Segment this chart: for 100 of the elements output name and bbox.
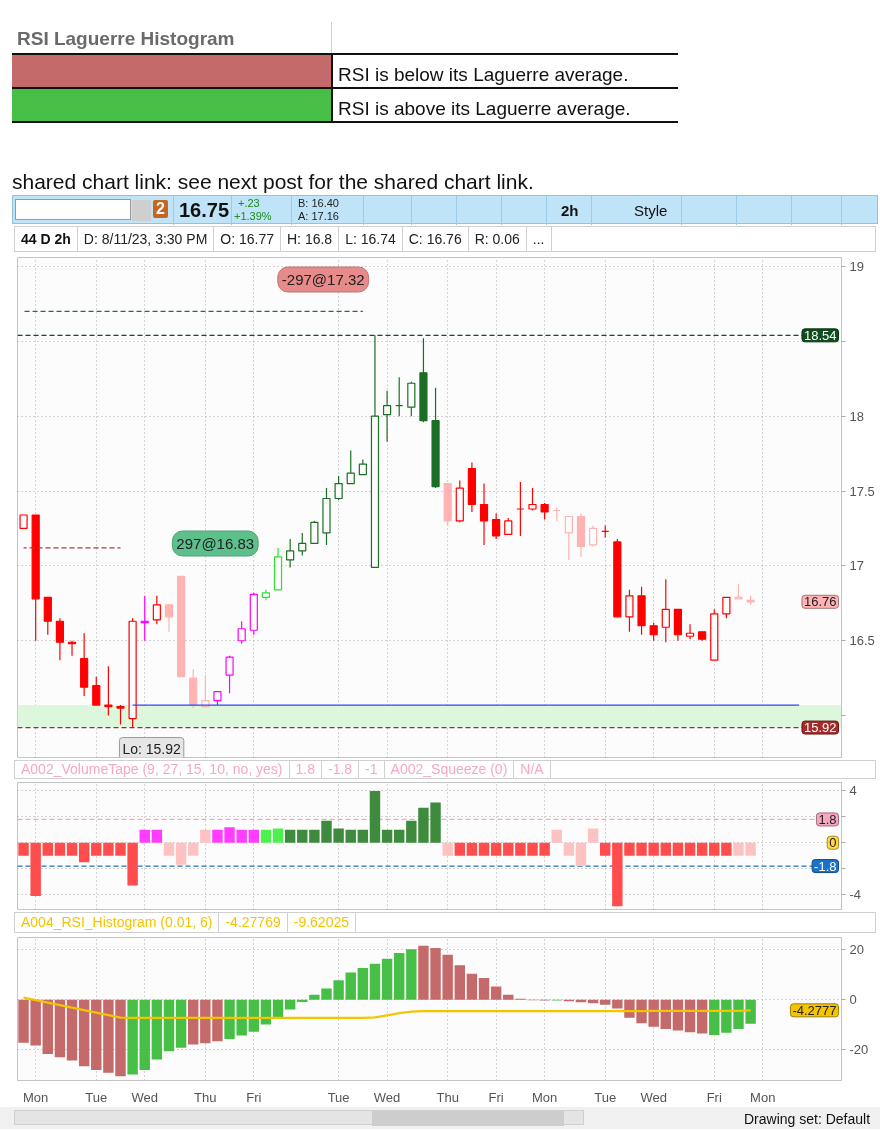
text: shared chart link: see next post for the shared chart link.	[12, 169, 534, 195]
bar	[551, 829, 562, 843]
bar	[345, 972, 356, 1000]
bar	[394, 829, 405, 843]
text: D: 8/11/23, 3:30 PM	[77, 226, 215, 252]
text: Style	[634, 202, 668, 219]
candlestick	[55, 617, 65, 661]
ref-line-label: 15.92	[803, 720, 837, 736]
candlestick	[152, 595, 161, 625]
bar	[42, 842, 53, 856]
bar	[490, 842, 502, 856]
bar	[381, 958, 393, 1000]
candlestick	[116, 704, 125, 726]
bar	[188, 842, 199, 856]
bar	[454, 842, 465, 856]
candlestick	[164, 604, 174, 633]
ref-line-label: 18.54	[803, 327, 837, 343]
legend-label: RSI is above its Laguerre average.	[338, 97, 631, 121]
bar	[466, 842, 478, 856]
bar	[151, 999, 163, 1060]
bar	[478, 842, 490, 856]
text: -1.8	[321, 760, 360, 779]
bar	[466, 973, 478, 1000]
bar	[188, 999, 199, 1045]
candlestick	[286, 538, 295, 568]
annotation: Lo: 15.92	[122, 740, 182, 757]
bar	[345, 829, 356, 843]
bar	[200, 829, 211, 843]
chart-title: 44 D 2h	[15, 226, 78, 252]
bar	[660, 842, 671, 856]
text: A: 17.16	[298, 210, 339, 222]
bar	[127, 999, 138, 1075]
candlestick	[346, 450, 355, 485]
bar	[163, 842, 175, 856]
x-tick-label: Fri	[246, 1089, 262, 1105]
ref-line-label: 1.8	[818, 811, 837, 827]
x-tick-label: Tue	[85, 1089, 108, 1105]
line-series	[22, 996, 752, 1019]
bar	[575, 842, 587, 867]
bar	[139, 999, 150, 1071]
bar	[54, 999, 66, 1058]
candlestick	[298, 532, 307, 556]
bar	[369, 790, 381, 843]
candlestick	[310, 520, 319, 545]
annotation: 297@16.83	[176, 535, 255, 552]
x-tick-label: Fri	[488, 1089, 504, 1105]
annotation: -4.2777	[792, 1002, 837, 1018]
y-tick-label: -4	[849, 887, 862, 903]
candlestick	[237, 620, 246, 645]
bar	[66, 842, 78, 856]
bar	[454, 965, 465, 1000]
y-tick-label: 20	[849, 942, 864, 958]
bar	[54, 842, 66, 856]
x-tick-label: Wed	[640, 1089, 667, 1105]
candlestick	[661, 578, 670, 643]
bar	[672, 999, 684, 1031]
bar	[721, 842, 732, 856]
bar	[490, 986, 502, 1000]
bar	[503, 842, 514, 856]
bar	[696, 999, 708, 1034]
x-tick-label: Fri	[706, 1089, 722, 1105]
candlestick	[334, 475, 343, 501]
y-tick-label: 16.5	[849, 633, 875, 649]
bar	[248, 829, 259, 843]
candlestick	[382, 390, 392, 443]
y-tick-label: 18	[849, 408, 864, 424]
annotation: -297@17.32	[281, 271, 365, 288]
candlestick	[407, 381, 416, 417]
bar	[369, 963, 381, 1000]
bar	[260, 829, 272, 843]
bar	[139, 829, 150, 843]
annotation: 0	[829, 835, 837, 851]
bar	[587, 828, 599, 843]
bar	[709, 842, 720, 856]
x-tick-label: Wed	[373, 1089, 401, 1105]
text: Drawing set: Default	[744, 1110, 871, 1129]
bar	[600, 999, 611, 1005]
text: H: 16.8	[281, 226, 340, 252]
x-tick-label: Tue	[327, 1089, 350, 1105]
chart-title: A004_RSI_Histogram (0.01, 6)	[15, 912, 220, 933]
chart-title: A002_VolumeTape (9, 27, 15, 10, no, yes)	[15, 760, 290, 779]
candlestick	[43, 596, 52, 636]
y-tick-label: 19	[849, 258, 864, 274]
bar	[91, 999, 102, 1071]
bar	[175, 842, 187, 865]
bar	[442, 842, 453, 856]
candlestick	[479, 482, 489, 546]
x-tick-label: Wed	[131, 1089, 158, 1105]
text: ...	[526, 226, 552, 252]
text: +.23	[238, 197, 260, 209]
bar	[406, 949, 417, 1000]
text: 1.8	[289, 760, 322, 779]
bar	[284, 999, 296, 1010]
bar	[381, 829, 393, 843]
text: R: 0.06	[468, 226, 527, 252]
y-tick-label: 17	[849, 558, 864, 574]
bar	[394, 952, 405, 1000]
bar	[672, 842, 684, 856]
candlestick	[685, 623, 695, 640]
candlestick	[564, 515, 573, 561]
